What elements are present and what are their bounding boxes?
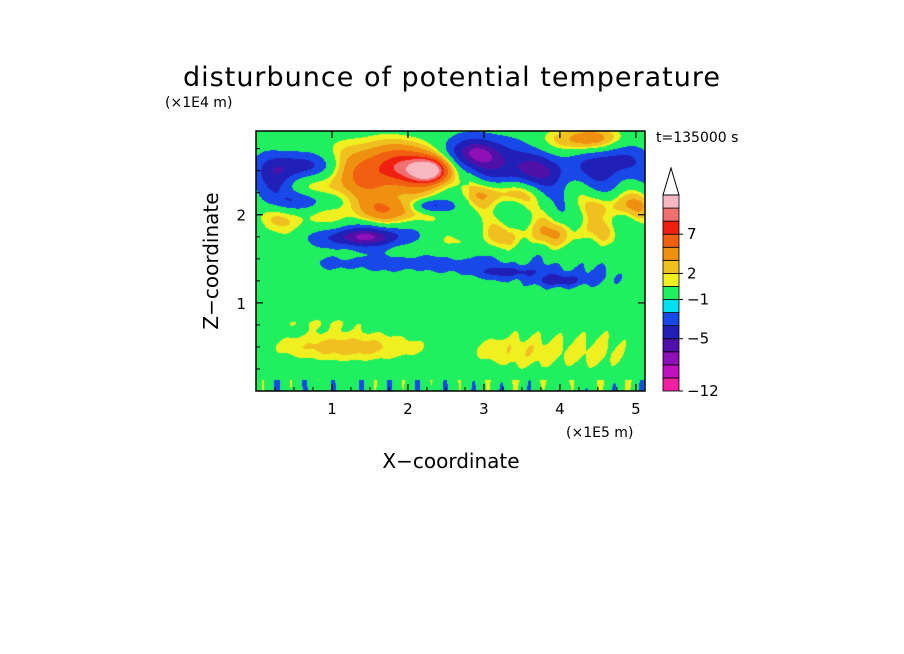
y-axis-label: Z−coordinate [199, 192, 223, 329]
x-tick-label: 4 [555, 400, 565, 418]
colorbar-swatch [662, 194, 680, 209]
colorbar-swatch [662, 325, 680, 340]
x-axis-label: X−coordinate [382, 449, 519, 473]
colorbar-swatch [662, 246, 680, 261]
colorbar: 7 2 −1 −5 −12 [662, 166, 719, 400]
x-tick-label: 2 [403, 400, 413, 418]
colorbar-label: −1 [687, 291, 709, 309]
x-tick-label: 3 [479, 400, 489, 418]
y-axis-ticks: 12 [236, 148, 645, 370]
x-tick-label: 5 [631, 400, 641, 418]
contour-field [256, 131, 645, 391]
chart-title: disturbunce of potential temperature [183, 62, 721, 93]
colorbar-swatch [662, 338, 680, 353]
colorbar-swatch [662, 233, 680, 248]
y-unit-label: (×1E4 m) [165, 95, 232, 111]
colorbar-swatch [662, 259, 680, 274]
colorbar-label: 2 [687, 264, 697, 282]
colorbar-swatch [662, 207, 680, 222]
colorbar-swatch [662, 272, 680, 287]
colorbar-label: 7 [687, 225, 697, 243]
colorbar-swatch [662, 286, 680, 300]
colorbar-swatch [662, 312, 680, 327]
y-tick-label: 1 [236, 295, 246, 313]
colorbar-label: −5 [687, 330, 709, 348]
x-axis-ticks: 1 2 3 4 5 [274, 131, 641, 418]
x-unit-label: (×1E5 m) [566, 425, 633, 441]
plot-frame [255, 130, 646, 392]
colorbar-swatch [662, 364, 680, 379]
colorbar-swatch [662, 377, 680, 392]
colorbar-extend-arrow [662, 166, 680, 196]
x-tick-label: 1 [327, 400, 337, 418]
colorbar-label: −12 [687, 382, 719, 400]
colorbar-swatch [662, 351, 680, 366]
colorbar-swatch [662, 220, 680, 235]
y-tick-label: 2 [236, 207, 246, 225]
colorbar-swatch [662, 299, 680, 313]
time-label: t=135000 s [656, 130, 738, 146]
